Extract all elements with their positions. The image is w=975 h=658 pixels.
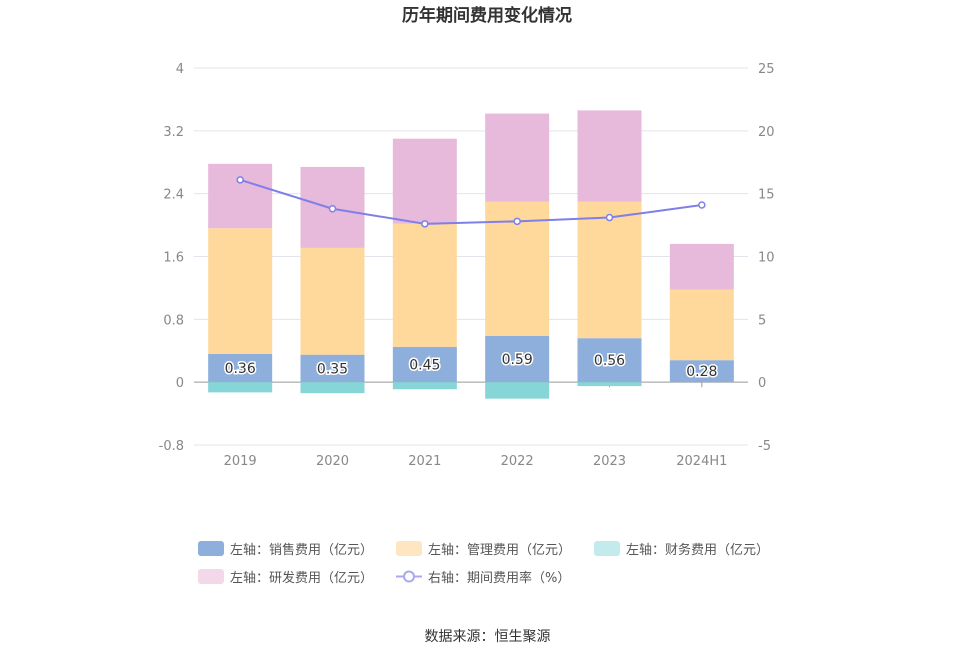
left-axis-tick-label: 4: [176, 62, 184, 77]
x-axis-tick-label: 2024H1: [676, 454, 727, 469]
legend-label-rate: 右轴：期间费用率（%）: [428, 570, 571, 586]
grid: [194, 67, 748, 446]
right-axis-tick-label: 5: [758, 313, 766, 328]
bar-segment-0: [392, 346, 457, 383]
axes: -0.8 -5 0 0 0.8 5 1.6 10 2.4 15 3.2 20 4 25 2019 2020 20…: [159, 62, 775, 469]
left-axis-tick-label: 0: [176, 376, 184, 391]
bar-segment-2: [485, 382, 550, 399]
x-axis-tick-label: 2023: [593, 454, 626, 469]
legend-swatch-sales: [198, 540, 224, 556]
rate-point: [605, 213, 614, 222]
bar-segment-3: [208, 163, 273, 229]
right-axis-tick-label: 10: [758, 251, 775, 266]
bar-segment-1: [208, 228, 273, 354]
legend-swatch-fin: [594, 540, 620, 556]
right-axis-tick-label: 25: [758, 62, 775, 77]
right-axis-tick-label: 20: [758, 125, 775, 140]
rate-point: [513, 217, 521, 226]
bar-data-label: 0.35: [317, 361, 348, 377]
bar-segment-2: [392, 382, 457, 390]
bar-segment-0: [300, 354, 365, 383]
rate-point: [236, 176, 244, 184]
legend-item-rd[interactable]: 左轴：研发费用（亿元）: [198, 566, 373, 586]
chart-title: 历年期间费用变化情况: [402, 5, 572, 26]
legend-label-fin: 左轴：财务费用（亿元）: [626, 542, 770, 558]
left-axis-tick-label: 3.2: [163, 125, 184, 140]
bar-data-label: 0.28: [686, 364, 717, 380]
legend-label-rd: 左轴：研发费用（亿元）: [230, 570, 374, 586]
rate-point: [328, 204, 337, 213]
legend-item-rate[interactable]: 右轴：期间费用率（%）: [396, 566, 570, 586]
bar-segment-0: [669, 360, 734, 383]
legend-swatch-rd: [198, 568, 224, 584]
legend-item-fin[interactable]: 左轴：财务费用（亿元）: [594, 538, 769, 558]
bar-segment-1: [669, 289, 734, 361]
left-axis-tick-label: -0.8: [159, 439, 184, 454]
x-axis-tick-label: 2021: [408, 454, 441, 469]
legend-line-icon: [396, 570, 422, 582]
rate-point: [421, 220, 429, 228]
legend-swatch-mgmt: [396, 540, 422, 556]
bar-segment-3: [392, 138, 457, 224]
rate-point: [698, 201, 706, 209]
bars: [208, 110, 734, 399]
right-axis-tick-label: 15: [758, 188, 775, 203]
left-axis-tick-label: 1.6: [163, 251, 184, 266]
bar-segment-3: [577, 110, 642, 202]
bar-segment-1: [577, 201, 642, 339]
bar-data-label: 0.59: [502, 352, 533, 368]
rate-line: [236, 176, 706, 228]
bar-data-label: 0.36: [225, 361, 256, 377]
bar-segment-0: [577, 338, 642, 383]
x-axis-tick-label: 2022: [501, 454, 534, 469]
source-note: 数据来源：恒生聚源: [424, 629, 551, 645]
x-axis-tick-label: 2019: [224, 454, 257, 469]
legend-label-sales: 左轴：销售费用（亿元）: [230, 542, 374, 558]
right-axis-tick-label: 0: [758, 376, 766, 391]
bar-segment-0: [485, 335, 550, 383]
bar-segment-1: [300, 247, 365, 355]
legend-item-mgmt[interactable]: 左轴：管理费用（亿元）: [396, 538, 571, 558]
bar-segment-2: [577, 382, 642, 387]
legend-label-mgmt: 左轴：管理费用（亿元）: [428, 542, 572, 558]
right-axis-tick-label: -5: [758, 439, 771, 454]
bar-segment-0: [208, 353, 273, 383]
x-axis-tick-label: 2020: [316, 454, 349, 469]
bar-segment-1: [392, 223, 457, 347]
bar-segment-2: [300, 382, 365, 394]
bar-data-label: 0.56: [594, 353, 625, 369]
data-labels: 0.36 0.35 0.45 0.59 0.56 0.28: [223, 350, 719, 381]
bar-segment-2: [208, 382, 273, 393]
bar-data-label: 0.45: [409, 357, 440, 373]
legend-item-sales[interactable]: 左轴：销售费用（亿元）: [198, 538, 373, 558]
rate-line-path: [239, 178, 702, 225]
bar-segment-3: [669, 243, 734, 290]
left-axis-tick-label: 2.4: [163, 188, 184, 203]
bar-segment-3: [485, 113, 550, 202]
left-axis-tick-label: 0.8: [163, 313, 184, 328]
